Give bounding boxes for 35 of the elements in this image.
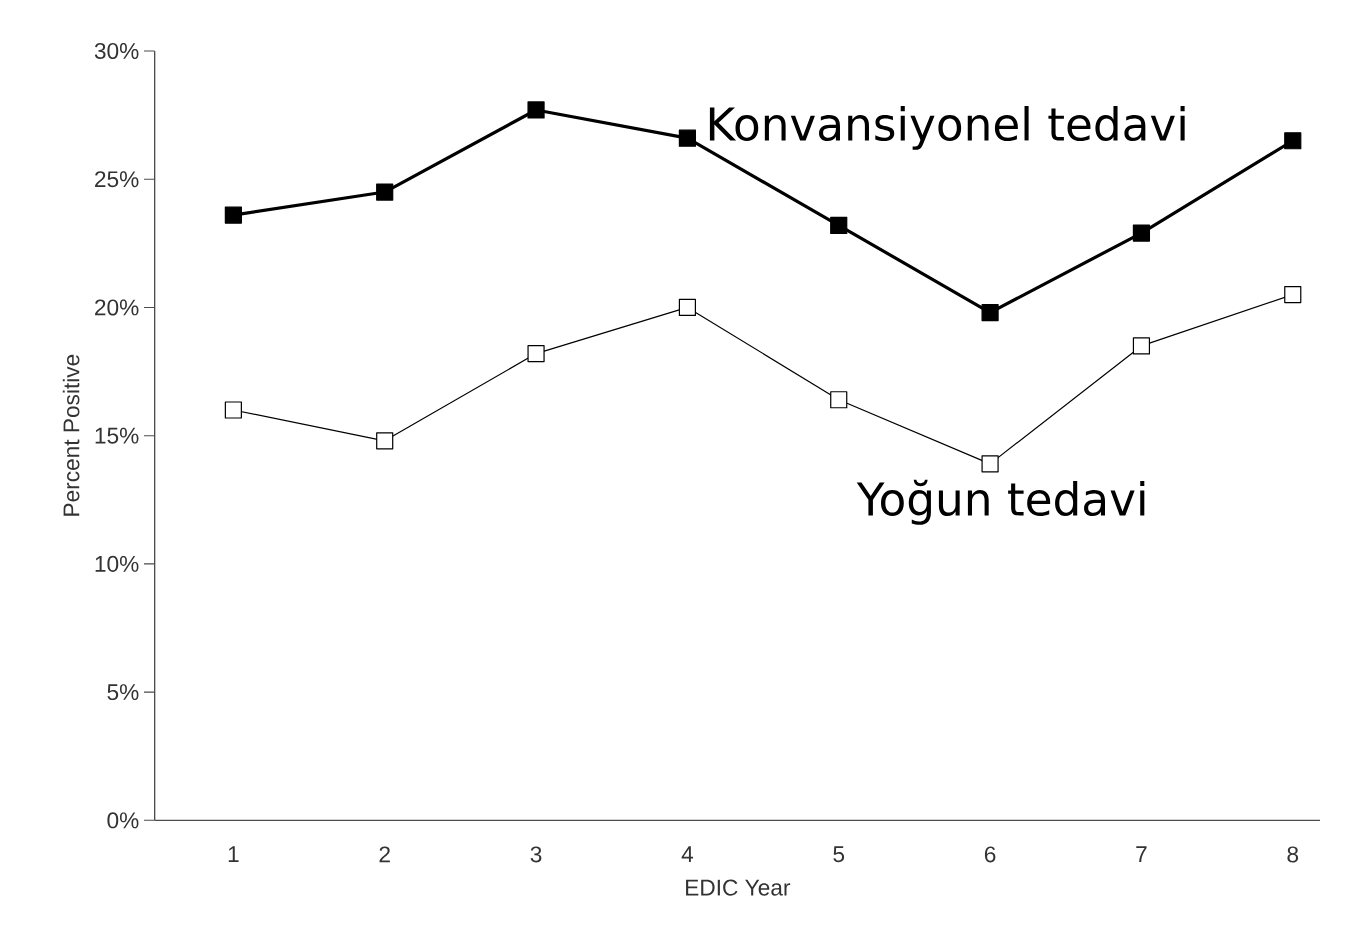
series-label: Yoğun tedavi [856, 479, 1145, 525]
point [527, 101, 545, 119]
point [830, 216, 848, 234]
x-tick-label: 7 [1136, 846, 1147, 862]
point [224, 206, 242, 224]
x-tick-label: 1 [228, 846, 239, 862]
y-tick-label: 0% [107, 812, 139, 829]
point [527, 345, 545, 363]
point [1284, 286, 1302, 304]
y-tick-label: 10% [95, 555, 139, 572]
y-tick-label: 25% [95, 171, 139, 188]
series-label: Konvansiyonel tedavi [709, 105, 1185, 150]
point [678, 129, 696, 147]
point [224, 401, 242, 419]
x-tick-label: 3 [530, 846, 542, 863]
x-tick-label: 2 [379, 846, 390, 863]
x-tick-label: 4 [681, 846, 694, 862]
point [376, 432, 394, 450]
y-axis-title: Percent Positive [62, 354, 80, 516]
y-tick-label: 20% [95, 299, 139, 316]
point [1132, 224, 1151, 242]
y-tick-label: 15% [95, 427, 139, 444]
point [981, 303, 999, 322]
x-tick-label: 5 [833, 846, 845, 863]
point [1284, 132, 1302, 150]
point [981, 455, 999, 473]
point [678, 298, 696, 317]
y-tick-label: 30% [94, 42, 139, 60]
x-tick-label: 8 [1287, 846, 1299, 863]
point [376, 183, 394, 201]
point [1132, 337, 1151, 355]
y-tick-label: 5% [107, 684, 139, 701]
point [830, 391, 848, 409]
x-tick-label: 6 [984, 846, 996, 863]
x-axis-title: EDIC Year [686, 879, 791, 896]
